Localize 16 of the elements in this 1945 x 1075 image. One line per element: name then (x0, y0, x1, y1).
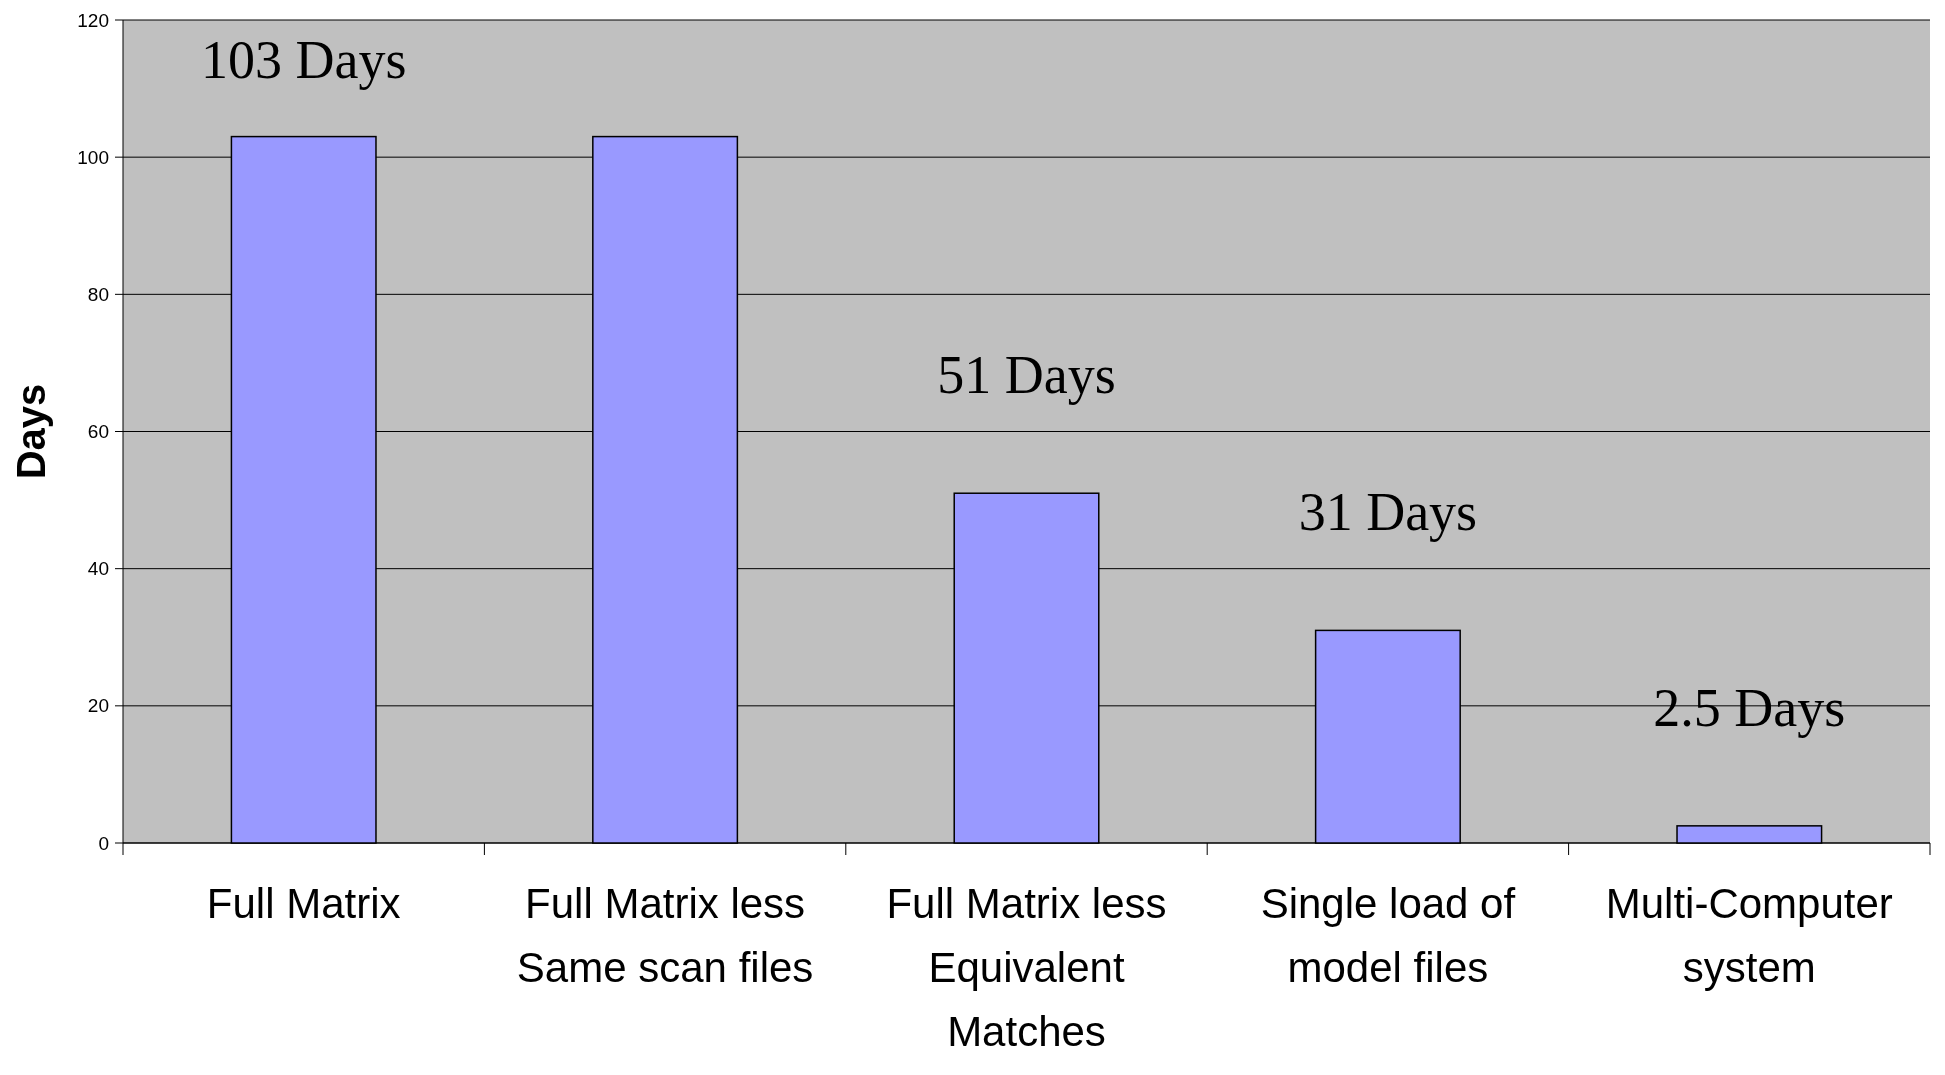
y-tick-label: 20 (87, 695, 109, 717)
y-tick-label: 0 (98, 832, 109, 854)
y-tick-label: 100 (77, 146, 109, 168)
data-label: 103 Days (200, 30, 407, 90)
x-tick-label: Full Matrix less Same scan files (516, 880, 814, 991)
x-tick-label: Multi-Computer system (1605, 880, 1893, 991)
y-tick-label: 80 (87, 283, 109, 305)
y-tick-label: 60 (87, 421, 109, 443)
y-tick-label: 120 (77, 9, 109, 31)
y-axis-title: Days (9, 383, 53, 480)
x-tick-label: Single load of model files (1260, 880, 1516, 991)
data-label: 51 Days (937, 345, 1116, 406)
x-tick-label: Full Matrix (206, 880, 401, 927)
x-tick-label: Full Matrix less Equivalent Matches (886, 880, 1167, 1055)
data-label: 31 Days (1298, 482, 1478, 543)
y-tick-label: 40 (87, 558, 109, 580)
